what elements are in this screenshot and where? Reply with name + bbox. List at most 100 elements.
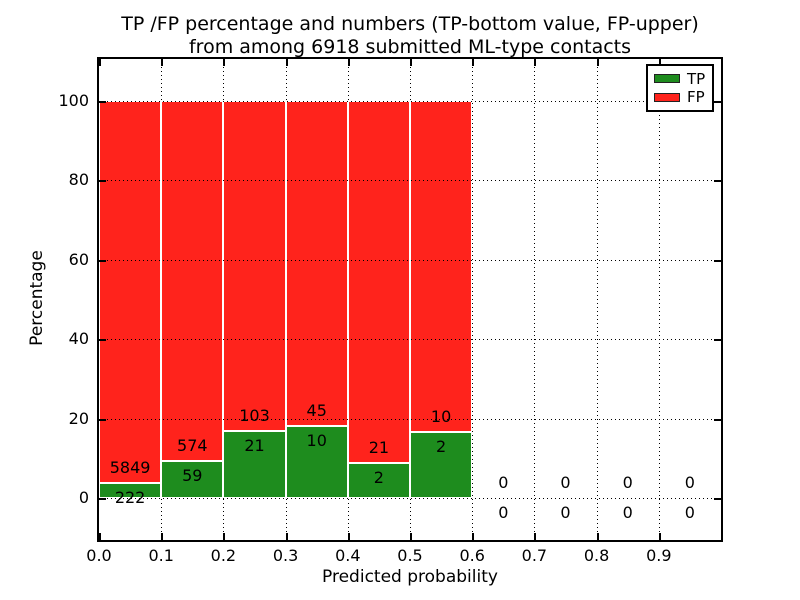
x-tick-bottom xyxy=(410,533,412,540)
x-tick-top xyxy=(223,59,226,66)
gridline-x-0p9 xyxy=(658,59,660,540)
bar-fp-bin1 xyxy=(161,100,224,461)
x-tick-bottom xyxy=(99,533,101,540)
gridline-y-100 xyxy=(99,100,721,102)
x-tick-top xyxy=(534,59,537,66)
tp-count-label-bin8: 0 xyxy=(622,503,633,522)
x-tick-bottom xyxy=(658,533,661,540)
tp-count-label-bin6: 0 xyxy=(498,503,509,522)
x-tick-label-0.5: 0.5 xyxy=(397,546,423,565)
y-tick-label-100: 100 xyxy=(58,90,89,110)
fp-count-label-bin6: 0 xyxy=(498,473,509,492)
bar-fp-bin4 xyxy=(347,100,410,464)
x-tick-bottom xyxy=(596,533,599,540)
y-tick-left xyxy=(99,259,106,262)
y-tick-left xyxy=(99,339,106,341)
gridline-x-0p6 xyxy=(472,59,474,540)
fp-count-label-bin7: 0 xyxy=(560,473,571,492)
legend: TP FP xyxy=(646,64,714,112)
fp-color-swatch xyxy=(654,92,680,102)
y-tick-right xyxy=(714,100,721,103)
x-tick-label-0.1: 0.1 xyxy=(148,546,174,565)
x-tick-top xyxy=(472,59,475,66)
y-tick-left xyxy=(99,180,106,182)
y-axis-label: Percentage xyxy=(27,250,47,346)
y-tick-label-20: 20 xyxy=(68,408,89,428)
tp-count-label-bin3: 10 xyxy=(306,430,327,450)
y-tick-right xyxy=(714,418,721,421)
x-tick-top xyxy=(596,59,599,66)
x-tick-label-0.3: 0.3 xyxy=(272,546,299,565)
x-tick-label-0.2: 0.2 xyxy=(210,546,237,565)
tp-count-label-bin4: 2 xyxy=(373,468,384,488)
chart-title-line1: TP /FP percentage and numbers (TP-bottom… xyxy=(121,13,699,35)
x-tick-bottom xyxy=(223,533,226,540)
tp-count-label-bin9: 0 xyxy=(684,503,695,522)
bar-fp-bin2 xyxy=(223,100,286,431)
plot-area: 5849 222 574 59 103 21 45 10 21 2 10 2 0 0 0 0 0 0 0 0 xyxy=(99,59,721,540)
legend-label-fp: FP xyxy=(687,88,705,107)
x-tick-label-0.0: 0.0 xyxy=(86,546,112,565)
x-tick-bottom xyxy=(347,533,350,540)
fp-count-label-bin4: 21 xyxy=(368,438,390,458)
fp-count-label-bin3: 45 xyxy=(306,400,327,420)
x-tick-bottom xyxy=(161,533,164,540)
x-tick-top xyxy=(347,59,350,66)
y-tick-label-80: 80 xyxy=(68,170,89,189)
x-tick-top xyxy=(658,59,661,66)
y-tick-right xyxy=(714,180,721,182)
tp-color-swatch xyxy=(654,74,680,84)
tp-count-label-bin5: 2 xyxy=(436,436,447,456)
fp-count-label-bin8: 0 xyxy=(622,473,633,492)
y-tick-label-60: 60 xyxy=(68,249,89,269)
gridline-y-40 xyxy=(99,339,721,340)
x-tick-bottom xyxy=(285,533,288,540)
chart-title: TP /FP percentage and numbers (TP-bottom… xyxy=(99,13,721,59)
x-tick-bottom xyxy=(472,533,475,540)
bar-fp-bin3 xyxy=(285,100,348,426)
y-tick-left xyxy=(99,100,106,103)
bar-fp-bin0 xyxy=(99,100,162,484)
y-tick-right xyxy=(714,339,721,341)
gridline-y-60 xyxy=(99,259,721,261)
fp-count-label-bin2: 103 xyxy=(239,405,270,425)
bar-tp-bin0 xyxy=(99,483,162,498)
y-tick-label-40: 40 xyxy=(68,329,89,348)
tp-count-label-bin7: 0 xyxy=(560,503,571,522)
chart-title-line2: from among 6918 submitted ML-type contac… xyxy=(188,36,632,58)
fp-count-label-bin9: 0 xyxy=(684,473,695,492)
gridline-y-80 xyxy=(99,180,721,181)
y-tick-right xyxy=(714,498,721,500)
x-tick-label-0.4: 0.4 xyxy=(335,546,361,565)
x-tick-top xyxy=(99,59,101,66)
x-tick-label-0.7: 0.7 xyxy=(521,546,548,565)
y-tick-left xyxy=(99,418,106,421)
x-tick-label-0.6: 0.6 xyxy=(459,546,485,565)
x-tick-top xyxy=(410,59,412,66)
legend-entry-tp: TP xyxy=(654,71,706,87)
fp-count-label-bin5: 10 xyxy=(430,406,452,426)
gridline-y-0 xyxy=(99,498,721,499)
x-axis-label: Predicted probability xyxy=(322,567,498,587)
fp-count-label-bin1: 574 xyxy=(177,435,208,455)
y-tick-right xyxy=(714,259,721,262)
gridline-x-0p7 xyxy=(534,59,536,540)
bar-fp-bin5 xyxy=(410,100,473,432)
x-tick-label-0.9: 0.9 xyxy=(646,546,672,565)
tp-count-label-bin1: 59 xyxy=(182,465,203,485)
x-tick-label-0.8: 0.8 xyxy=(583,546,610,565)
tp-count-label-bin0: 222 xyxy=(114,488,146,508)
bar-tp-bin3 xyxy=(285,425,348,498)
bar-tp-bin2 xyxy=(223,430,286,498)
tp-count-label-bin2: 21 xyxy=(244,435,265,455)
y-tick-label-0: 0 xyxy=(78,488,89,507)
fp-count-label-bin0: 5849 xyxy=(109,458,151,478)
gridline-y-20 xyxy=(99,418,721,420)
gridline-x-0p8 xyxy=(596,59,598,540)
y-tick-left xyxy=(99,498,106,500)
legend-label-tp: TP xyxy=(687,69,706,88)
legend-entry-fp: FP xyxy=(654,89,706,105)
bar-tp-bin1 xyxy=(161,460,224,498)
x-tick-top xyxy=(161,59,164,66)
